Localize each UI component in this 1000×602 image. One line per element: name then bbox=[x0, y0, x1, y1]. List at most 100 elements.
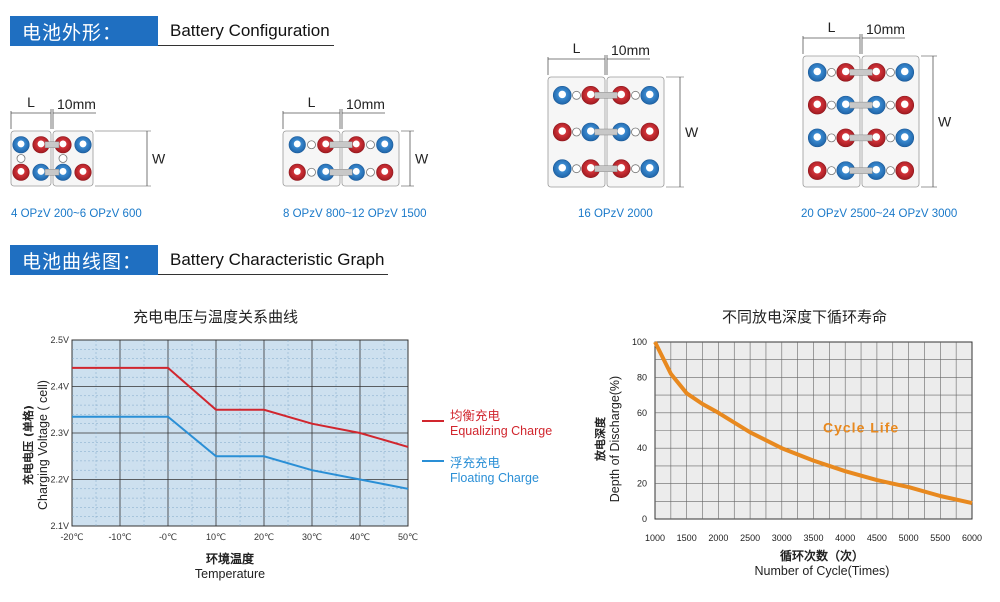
chart-title-cycle-life: 不同放电深度下循环寿命 bbox=[722, 308, 888, 326]
section-title-cn: 电池外形： bbox=[10, 16, 158, 46]
negative-terminal bbox=[895, 128, 915, 148]
dim-label-length: L bbox=[828, 19, 836, 35]
chart1-x-tick-label: -10℃ bbox=[108, 532, 131, 542]
inter-cell-connector bbox=[594, 92, 618, 99]
series-floating-line bbox=[72, 415, 409, 490]
chart2-xlabel-en: Number of Cycle(Times) bbox=[754, 564, 890, 578]
positive-terminal bbox=[74, 163, 92, 181]
chart2-y-tick-label: 0 bbox=[642, 514, 647, 524]
dim-label-width: W bbox=[415, 151, 429, 167]
dim-label-gap: 10mm bbox=[346, 96, 385, 112]
legend-floating-cn: 浮充充电 bbox=[450, 455, 501, 470]
vent-cap bbox=[366, 140, 375, 150]
positive-terminal bbox=[640, 122, 660, 142]
vent-cap bbox=[827, 100, 836, 110]
negative-terminal bbox=[807, 63, 827, 82]
chart2-y-tick-label: 20 bbox=[637, 479, 647, 489]
chart2-x-tick-label: 5500 bbox=[930, 533, 950, 543]
vent-cap bbox=[631, 164, 640, 174]
section-header-graph: 电池曲线图： Battery Characteristic Graph bbox=[10, 245, 389, 275]
vent-cap bbox=[16, 154, 26, 163]
chart2-x-tick-label: 2000 bbox=[708, 533, 728, 543]
config-label-4: 20 OPzV 2500~24 OPzV 3000 bbox=[801, 208, 958, 220]
chart2-x-tick-label: 5000 bbox=[899, 533, 919, 543]
chart1-y-axis-title: 充电电压 (单格) Charging Voltage ( cell) bbox=[20, 355, 50, 535]
dim-label-length: L bbox=[27, 94, 35, 110]
battery-diagram-3: L 10mm W bbox=[547, 40, 699, 188]
chart1-x-tick-label: 10℃ bbox=[206, 532, 226, 542]
chart-title-voltage: 充电电压与温度关系曲线 bbox=[133, 308, 299, 326]
chart2-ylabel-en: Depth of Discharge(%) bbox=[608, 375, 622, 503]
battery-configuration-diagrams: L 10mm W L 10mm W L 10mm W L 10mm W bbox=[10, 19, 952, 188]
positive-terminal bbox=[552, 122, 572, 142]
inter-cell-connector bbox=[849, 167, 873, 174]
chart2-y-axis-title: 放电深度 Depth of Discharge(%) bbox=[592, 359, 622, 519]
negative-terminal bbox=[288, 136, 306, 154]
inter-cell-connector bbox=[44, 141, 60, 148]
dim-label-width: W bbox=[685, 124, 699, 140]
legend-equalizing-cn: 均衡充电 bbox=[450, 408, 501, 423]
negative-terminal bbox=[376, 136, 394, 154]
inter-cell-connector bbox=[44, 169, 60, 176]
chart1-xlabel-cn: 环境温度 bbox=[205, 552, 254, 566]
chart1-ylabel-en: Charging Voltage ( cell) bbox=[36, 380, 50, 510]
positive-terminal bbox=[895, 95, 915, 115]
vent-cap bbox=[886, 166, 895, 176]
chart2-y-tick-label: 100 bbox=[632, 337, 647, 347]
dim-label-gap: 10mm bbox=[57, 96, 96, 112]
negative-terminal bbox=[552, 159, 572, 178]
dim-label-gap: 10mm bbox=[866, 21, 905, 37]
chart2-x-axis-title: 循环次数（次） Number of Cycle(Times) bbox=[732, 547, 912, 578]
dim-label-length: L bbox=[573, 40, 581, 56]
legend-equalizing-en: Equalizing Charge bbox=[450, 424, 553, 438]
negative-terminal bbox=[12, 136, 30, 154]
vent-cap bbox=[572, 127, 581, 137]
chart1-x-tick-label: 20℃ bbox=[254, 532, 274, 542]
vent-cap bbox=[572, 164, 581, 174]
config-label-1: 4 OPzV 200~6 OPzV 600 bbox=[11, 208, 142, 220]
chart2-ylabel-cn: 放电深度 bbox=[594, 417, 607, 461]
battery-diagram-2: L 10mm W bbox=[282, 94, 429, 187]
positive-terminal bbox=[12, 163, 30, 181]
battery-cell bbox=[861, 55, 920, 188]
inter-cell-connector bbox=[849, 69, 873, 76]
cycle-life-chart: 0 20 40 60 80 100 1000 1500 2000 2500 3000 3500 4000… bbox=[632, 337, 982, 543]
battery-diagram-1: L 10mm W bbox=[10, 94, 166, 187]
inter-cell-connector bbox=[594, 128, 618, 136]
chart1-x-tick-label: -0℃ bbox=[159, 532, 177, 542]
section-title-en: Battery Characteristic Graph bbox=[158, 245, 389, 275]
vent-cap bbox=[58, 154, 68, 163]
positive-terminal bbox=[807, 161, 827, 180]
vent-cap bbox=[886, 100, 895, 110]
vent-cap bbox=[886, 133, 895, 143]
positive-terminal bbox=[376, 163, 394, 181]
negative-terminal bbox=[895, 63, 915, 82]
chart2-y-tick-label: 60 bbox=[637, 408, 647, 418]
negative-terminal bbox=[552, 86, 572, 105]
chart2-x-tick-label: 2500 bbox=[740, 533, 760, 543]
chart1-xlabel-en: Temperature bbox=[194, 567, 266, 581]
chart2-x-tick-label: 4000 bbox=[835, 533, 855, 543]
chart1-y-tick-label: 2.3V bbox=[50, 428, 69, 438]
chart2-x-tick-label: 4500 bbox=[867, 533, 887, 543]
chart1-y-tick-label: 2.5V bbox=[50, 335, 69, 345]
vent-cap bbox=[572, 90, 581, 100]
chart2-x-tick-label: 1000 bbox=[645, 533, 665, 543]
vent-cap bbox=[631, 90, 640, 100]
chart2-x-tick-label: 6000 bbox=[962, 533, 982, 543]
vent-cap bbox=[827, 67, 836, 77]
negative-terminal bbox=[640, 159, 660, 178]
positive-terminal bbox=[895, 161, 915, 180]
chart2-x-tick-label: 3500 bbox=[803, 533, 823, 543]
negative-terminal bbox=[74, 136, 92, 154]
voltage-temperature-chart: 2.1V 2.2V 2.3V 2.4V 2.5V -20℃ -10℃ -0℃ 10℃ 20℃ 30℃… bbox=[50, 335, 444, 542]
inter-cell-connector bbox=[849, 101, 873, 109]
negative-terminal bbox=[807, 128, 827, 148]
vent-cap bbox=[827, 133, 836, 143]
config-label-3: 16 OPzV 2000 bbox=[578, 208, 653, 220]
dim-label-width: W bbox=[152, 151, 166, 167]
section-header-configuration: 电池外形： Battery Configuration bbox=[10, 16, 334, 46]
inter-cell-connector bbox=[849, 134, 873, 142]
vent-cap bbox=[631, 127, 640, 137]
chart1-ylabel-cn: 充电电压 (单格) bbox=[22, 405, 35, 485]
